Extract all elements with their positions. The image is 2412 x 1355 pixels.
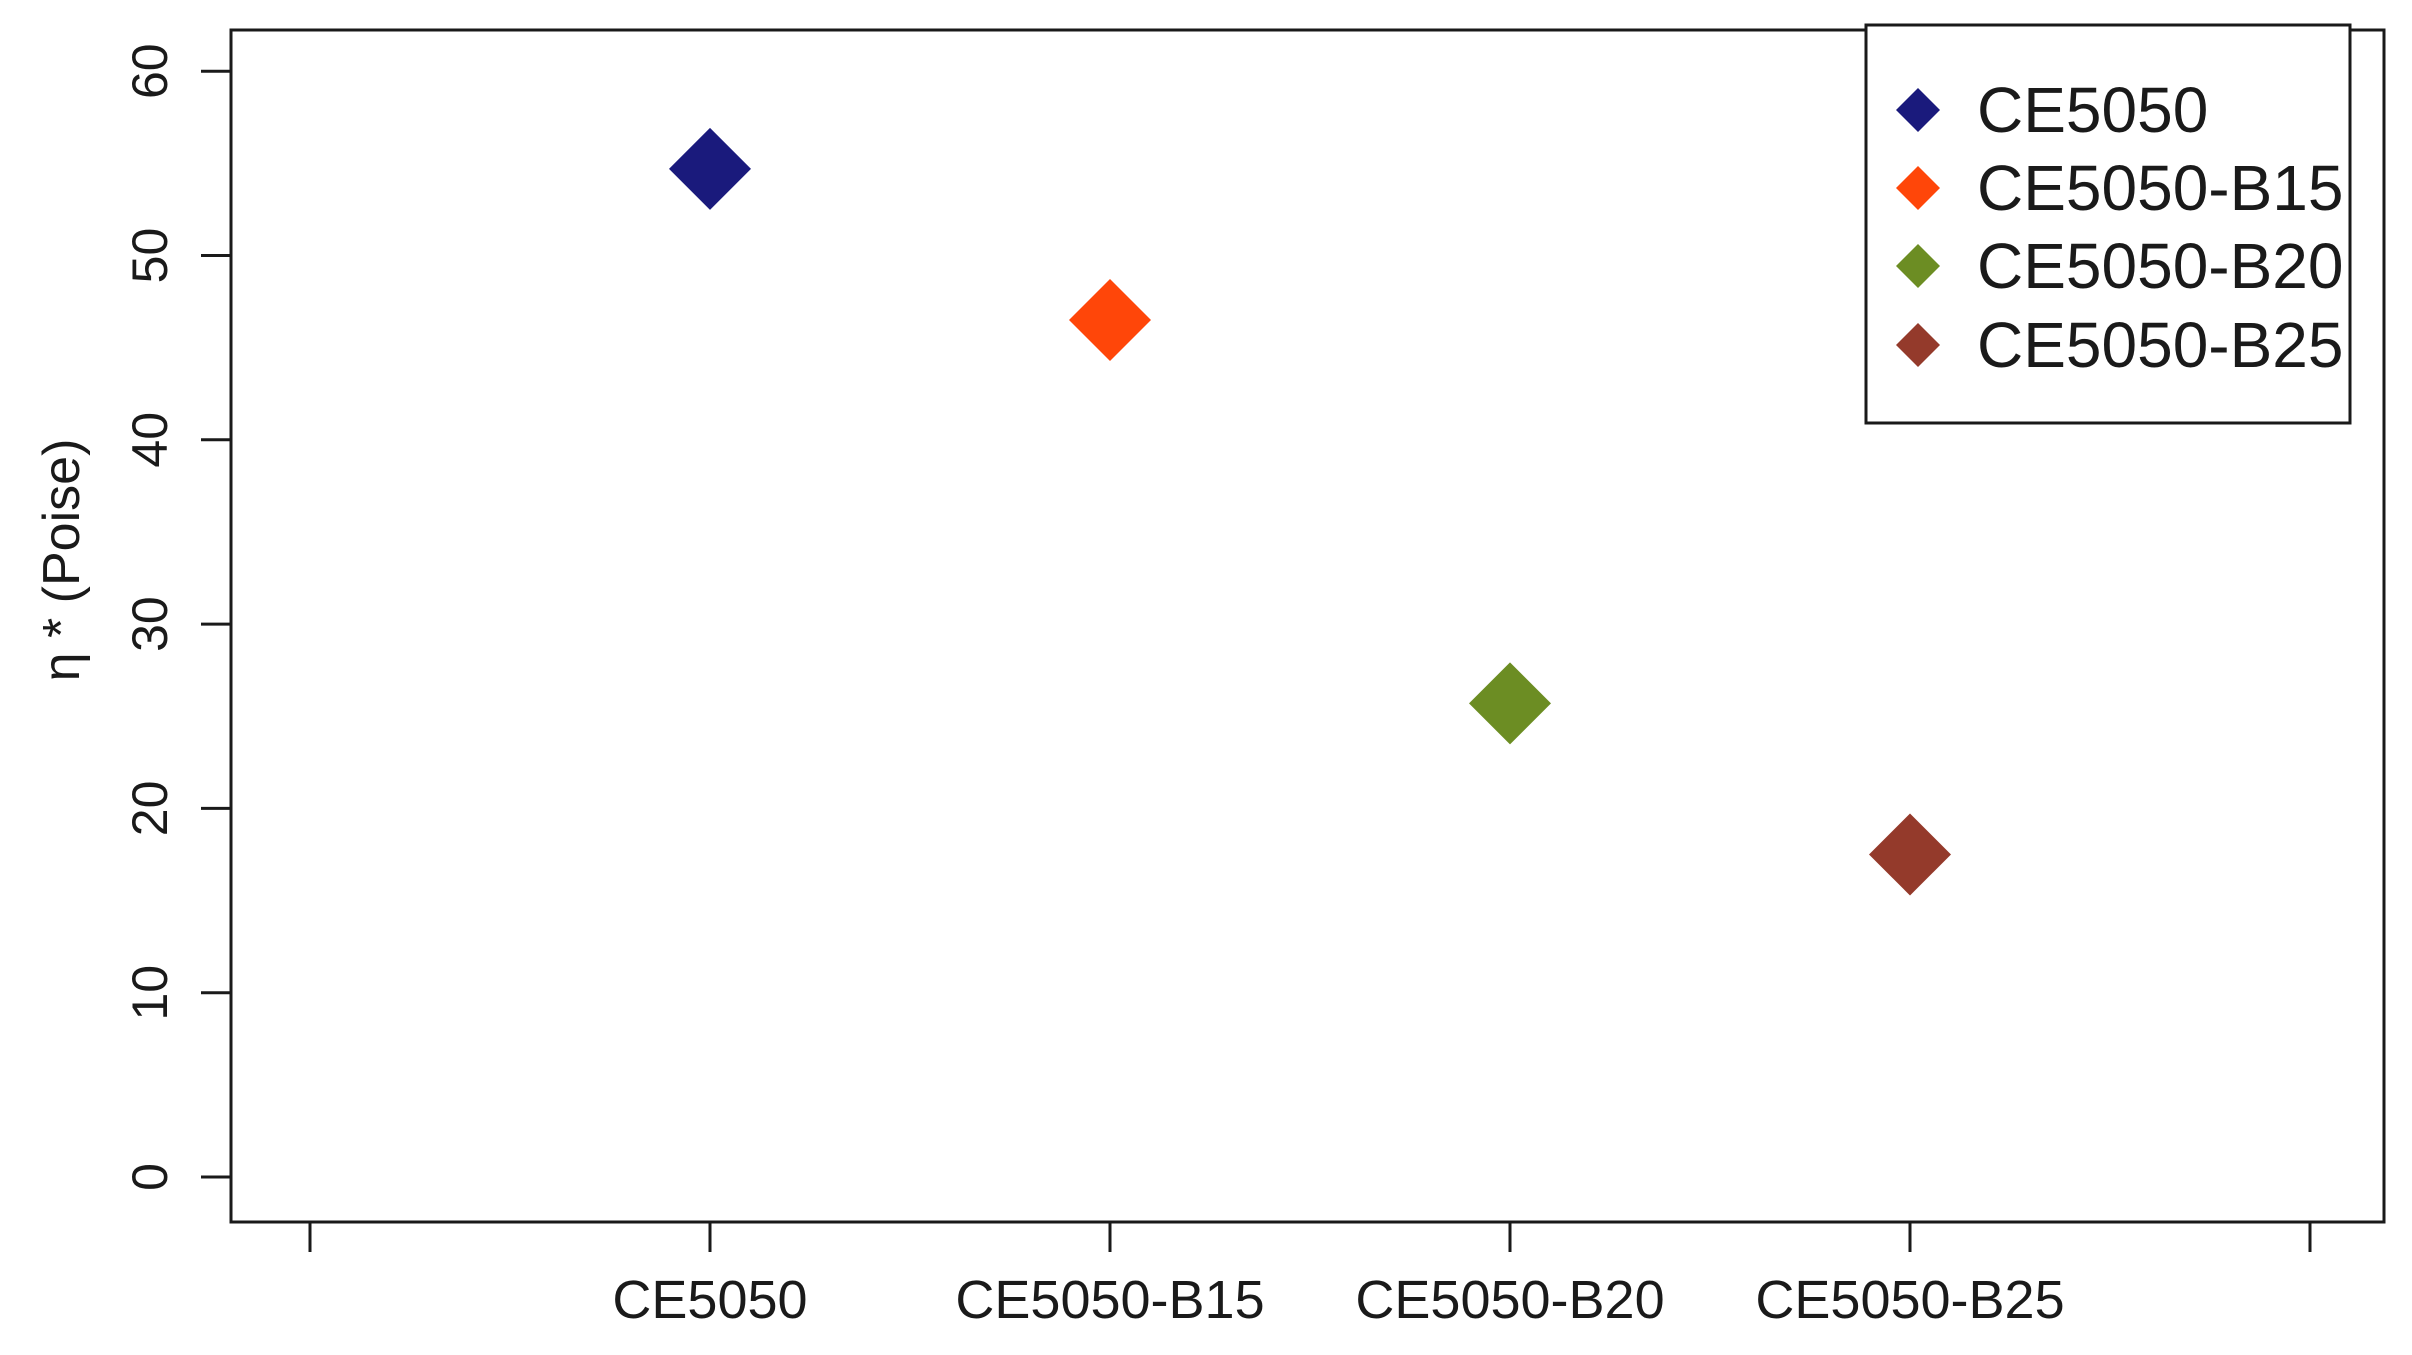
y-axis-title: η * (Poise) [33, 439, 91, 682]
legend-label: CE5050-B20 [1977, 230, 2343, 302]
legend-label: CE5050-B15 [1977, 152, 2343, 224]
x-axis-tick-label: CE5050-B25 [1755, 1270, 2064, 1330]
x-axis-tick-label: CE5050 [612, 1270, 807, 1330]
data-point-CE5050-B20 [1469, 662, 1551, 745]
data-point-CE5050 [669, 127, 751, 210]
y-axis-tick-label: 20 [122, 781, 178, 837]
legend-marker-CE5050-B25 [1896, 323, 1940, 367]
legend-label: CE5050 [1977, 74, 2208, 146]
y-axis-tick-label: 10 [122, 965, 178, 1021]
legend-box [1864, 23, 2352, 425]
y-axis-tick-label: 50 [122, 228, 178, 284]
y-axis-tick-label: 30 [122, 596, 178, 652]
legend-marker-CE5050-B15 [1896, 166, 1940, 210]
legend-label: CE5050-B25 [1977, 309, 2343, 381]
y-axis-tick-label: 60 [122, 43, 178, 99]
legend-marker-CE5050 [1896, 88, 1940, 132]
legend-marker-CE5050-B20 [1896, 244, 1940, 288]
data-point-CE5050-B15 [1069, 279, 1151, 362]
data-point-CE5050-B25 [1869, 813, 1951, 896]
y-axis-tick-label: 40 [122, 412, 178, 468]
y-axis-tick-label: 0 [122, 1163, 178, 1191]
x-axis-tick-label: CE5050-B20 [1355, 1270, 1664, 1330]
x-axis-tick-label: CE5050-B15 [955, 1270, 1264, 1330]
